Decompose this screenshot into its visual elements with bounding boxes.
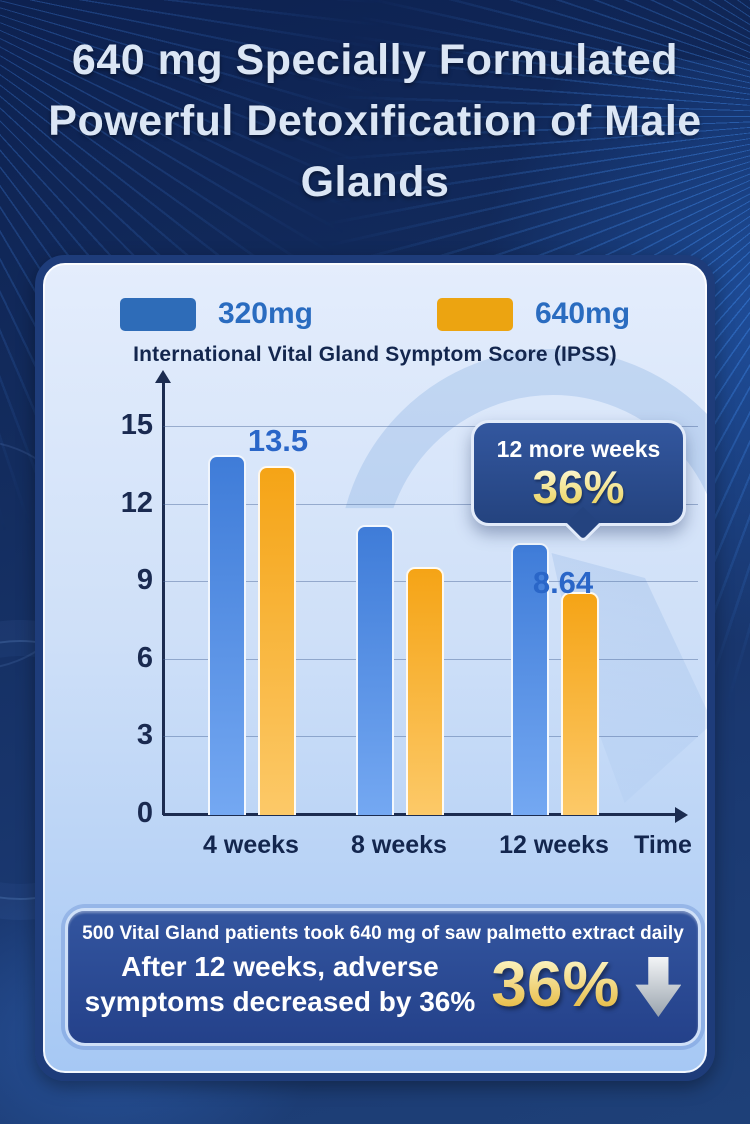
y-tick-label-12: 12 bbox=[120, 486, 153, 519]
bar-640mg-8-weeks bbox=[406, 566, 444, 815]
legend-label-320mg: 320mg bbox=[217, 297, 313, 330]
callout-percentage: 36% bbox=[474, 463, 683, 511]
title-line-1: 640 mg Specially Formulated bbox=[71, 36, 679, 84]
y-tick-label-0: 0 bbox=[136, 797, 153, 829]
summary-headline: 500 Vital Gland patients took 640 mg of … bbox=[82, 923, 684, 944]
bar-640mg-4-weeks bbox=[258, 465, 296, 815]
summary-statement: After 12 weeks, adverse symptoms decreas… bbox=[85, 949, 476, 1019]
summary-row: After 12 weeks, adverse symptoms decreas… bbox=[68, 947, 698, 1021]
y-axis-arrow-icon bbox=[155, 370, 171, 383]
x-tick-label-8-weeks: 8 weeks bbox=[351, 831, 447, 859]
chart-card: 320mg 640mg International Vital Gland Sy… bbox=[35, 255, 715, 1081]
down-arrow-icon bbox=[635, 957, 682, 1017]
legend-item-640mg: 640mg bbox=[437, 297, 630, 331]
chart-legend: 320mg 640mg bbox=[43, 297, 707, 331]
legend-swatch-320mg bbox=[119, 297, 196, 331]
x-axis-title: Time bbox=[634, 831, 692, 859]
page-title: 640 mg Specially Formulated Powerful Det… bbox=[0, 30, 750, 213]
y-tick-label-9: 9 bbox=[136, 564, 153, 597]
summary-card: 500 Vital Gland patients took 640 mg of … bbox=[65, 908, 701, 1046]
legend-item-320mg: 320mg bbox=[119, 297, 313, 331]
gridline-12 bbox=[163, 503, 698, 505]
legend-swatch-640mg bbox=[437, 297, 513, 331]
summary-statement-line-2: symptoms decreased by 36% bbox=[84, 986, 476, 1017]
callout-text: 12 more weeks bbox=[496, 436, 661, 462]
bar-320mg-12-weeks bbox=[511, 543, 549, 815]
x-tick-label-4-weeks: 4 weeks bbox=[203, 831, 299, 859]
gridline-15 bbox=[163, 426, 698, 427]
x-tick-label-12-weeks: 12 weeks bbox=[499, 831, 609, 859]
title-line-2: Powerful Detoxification of Male bbox=[48, 97, 702, 145]
plot-area: 13.5 8.64 Time 0 3 6 9 12 15 4 weeks 8 weeks 12 … bbox=[121, 370, 698, 859]
bar-640mg-12-weeks bbox=[561, 591, 599, 815]
y-tick-label-6: 6 bbox=[136, 641, 153, 674]
title-line-3: Glands bbox=[300, 158, 450, 206]
y-tick-label-3: 3 bbox=[136, 719, 153, 752]
summary-percentage: 36% bbox=[491, 948, 620, 1020]
value-label-8-64: 8.64 bbox=[532, 565, 594, 600]
value-label-13-5: 13.5 bbox=[247, 423, 309, 458]
y-axis-line bbox=[155, 370, 171, 815]
legend-label-640mg: 640mg bbox=[535, 297, 631, 330]
chart-subtitle: International Vital Gland Symptom Score … bbox=[133, 343, 617, 366]
summary-statement-line-1: After 12 weeks, adverse bbox=[121, 951, 439, 982]
x-axis-arrow-icon bbox=[675, 806, 688, 823]
bar-320mg-8-weeks bbox=[356, 525, 394, 815]
bar-320mg-4-weeks bbox=[208, 455, 246, 815]
callout-bubble: 12 more weeks 36% bbox=[471, 420, 686, 544]
y-tick-label-15: 15 bbox=[120, 409, 153, 441]
